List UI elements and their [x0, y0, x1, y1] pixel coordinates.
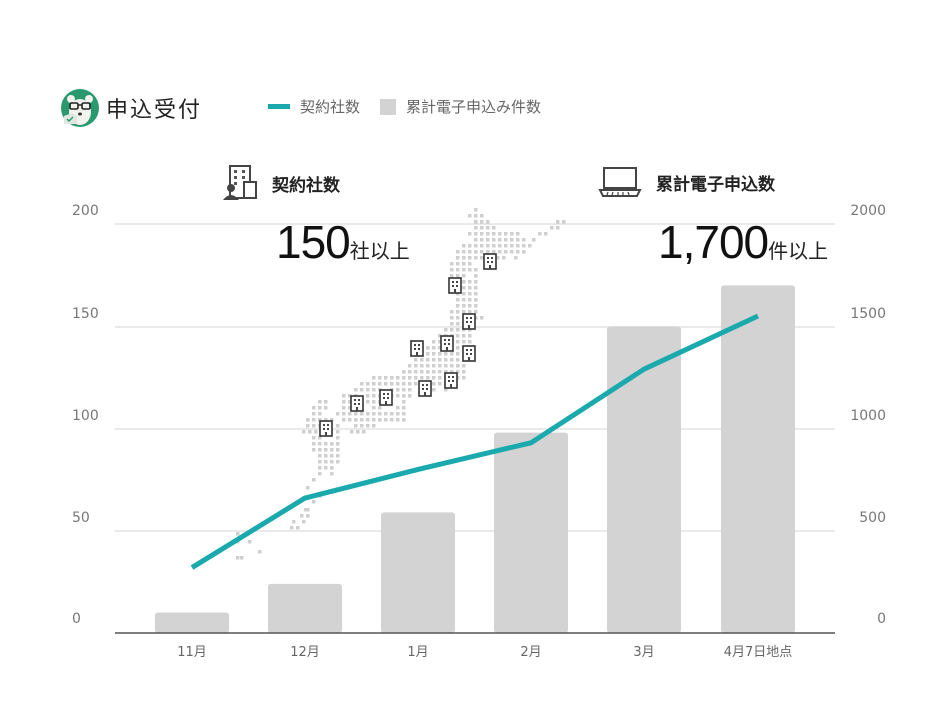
stat-companies-value: 150 — [276, 216, 351, 268]
brand-title: 申込受付 — [106, 98, 203, 123]
office-marker-icon — [350, 395, 364, 412]
stat-applications-value-row: 1,700 件以上 — [658, 215, 828, 269]
x-label: 12月 — [290, 645, 320, 660]
bar — [155, 612, 229, 633]
stat-applications-header: 累計電子申込数 — [598, 166, 775, 198]
stat-applications-value: 1,700 — [658, 216, 769, 268]
right-tick-1500: 1500 — [850, 306, 886, 322]
office-marker-icon — [462, 345, 476, 362]
office-marker-icon — [444, 372, 458, 389]
office-marker-icon — [418, 380, 432, 397]
legend-bar-swatch — [380, 98, 397, 115]
office-marker-icon — [440, 335, 454, 352]
stat-applications-label: 累計電子申込数 — [656, 174, 775, 195]
office-marker-icon — [410, 340, 424, 357]
office-marker-icon — [462, 313, 476, 330]
bar-series — [155, 285, 795, 633]
legend-line-swatch — [268, 104, 290, 109]
office-marker-icon — [319, 420, 333, 437]
bar — [381, 512, 455, 633]
right-tick-0: 0 — [877, 611, 886, 627]
bar — [607, 326, 681, 633]
x-label: 3月 — [633, 645, 655, 660]
stat-companies-suffix: 社以上 — [349, 239, 410, 263]
legend-line-label: 契約社数 — [300, 98, 361, 116]
office-marker-icon — [379, 389, 393, 406]
left-tick-150: 150 — [72, 306, 99, 322]
bar — [268, 583, 342, 633]
office-building-icon — [223, 165, 257, 200]
left-tick-100: 100 — [72, 408, 99, 424]
x-label: 11月 — [177, 645, 207, 660]
office-markers — [319, 253, 497, 437]
stat-companies-value-row: 150 社以上 — [276, 215, 410, 269]
right-tick-1000: 1000 — [850, 408, 886, 424]
x-label: 4月7日地点 — [723, 645, 793, 660]
right-tick-500: 500 — [859, 510, 886, 526]
right-tick-2000: 2000 — [850, 203, 886, 219]
brand-header: 申込受付 — [60, 88, 202, 128]
chart-legend: 契約社数 累計電子申込み件数 — [268, 96, 541, 117]
legend-bar-label: 累計電子申込み件数 — [406, 98, 542, 116]
left-tick-200: 200 — [72, 203, 99, 219]
line-series — [190, 313, 760, 570]
left-tick-0: 0 — [72, 611, 81, 627]
stat-companies-header: 契約社数 — [222, 164, 340, 202]
laptop-icon — [598, 167, 642, 197]
bar — [721, 285, 795, 633]
office-marker-icon — [448, 277, 462, 294]
x-label: 1月 — [407, 645, 429, 660]
stat-applications-suffix: 件以上 — [768, 239, 829, 263]
stat-companies-label: 契約社数 — [272, 175, 340, 196]
office-marker-icon — [483, 253, 497, 270]
x-label: 2月 — [520, 645, 542, 660]
left-tick-50: 50 — [72, 510, 90, 526]
bear-mascot-icon — [61, 89, 99, 127]
bar — [494, 432, 568, 633]
